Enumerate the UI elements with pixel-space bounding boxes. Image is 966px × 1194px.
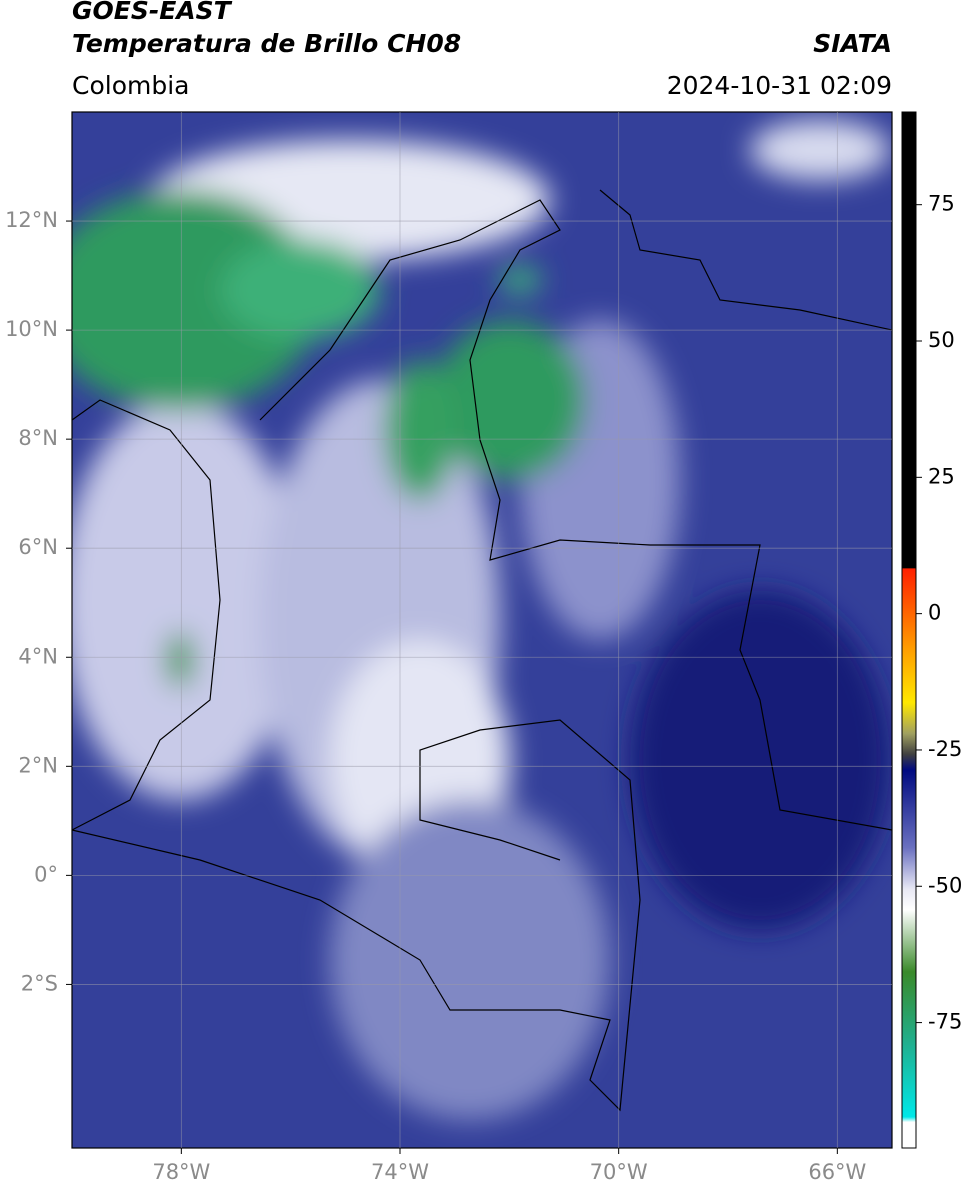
lat-tick-label: 2°S [21,971,58,995]
colorbar-tick-label: 75 [928,192,955,216]
lon-tick-label: 78°W [152,1160,210,1184]
colorbar-tick-label: -75 [928,1010,962,1034]
subtitle: Temperatura de Brillo CH08 [72,29,461,58]
satellite-image [72,112,892,1148]
lat-tick-label: 6°N [18,535,58,559]
colorbar-tick-label: -50 [928,873,962,897]
source: SIATA [813,29,892,58]
lat-tick-label: 10°N [5,317,58,341]
colorbar-tick-label: -25 [928,737,962,761]
datetime: 2024-10-31 02:09 [667,71,892,100]
lat-tick-label: 8°N [18,426,58,450]
region: Colombia [72,71,189,100]
lat-tick-label: 0° [34,862,58,886]
colorbar-tick-label: 25 [928,464,955,488]
lat-tick-label: 4°N [18,644,58,668]
lat-tick-label: 12°N [5,208,58,232]
lon-tick-label: 66°W [808,1160,866,1184]
colorbar-tick-label: 0 [928,601,941,625]
colorbar-tick-label: 50 [928,328,955,352]
lat-tick-label: 2°N [18,753,58,777]
lon-tick-label: 70°W [590,1160,648,1184]
colorbar [901,111,917,1149]
map-frame [71,111,893,1149]
title: GOES-EAST [72,0,233,25]
lon-tick-label: 74°W [371,1160,429,1184]
